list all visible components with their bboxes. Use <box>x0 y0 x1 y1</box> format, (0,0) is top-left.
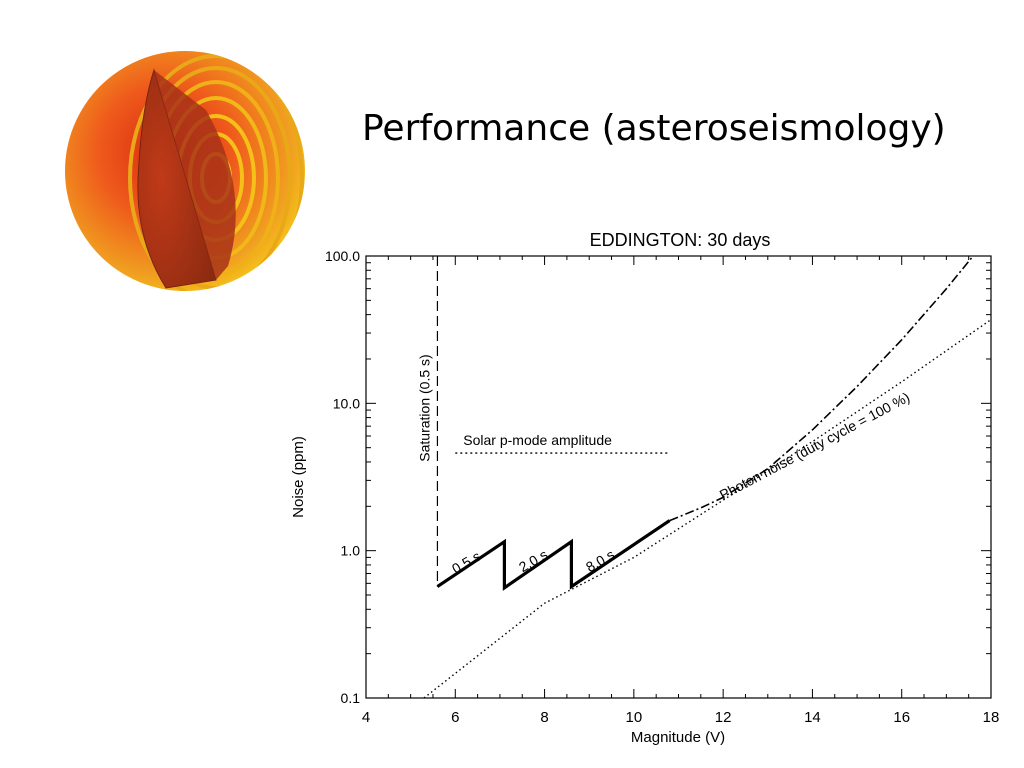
series-line-2 <box>669 255 974 522</box>
y-tick-label: 100.0 <box>325 248 360 264</box>
x-tick-label: 18 <box>983 709 1000 726</box>
x-tick-label: 16 <box>893 709 910 726</box>
x-tick-label: 6 <box>451 709 459 726</box>
x-tick-label: 4 <box>362 709 370 726</box>
y-tick-label: 10.0 <box>333 395 360 411</box>
series-line-1 <box>436 519 671 591</box>
exposure-time-label: 2.0 s <box>516 546 550 575</box>
x-tick-label: 12 <box>715 709 732 726</box>
x-tick-label: 10 <box>626 709 643 726</box>
exposure-time-label: 8.0 s <box>583 546 617 575</box>
slide-title: Performance (asteroseismology) <box>362 108 946 149</box>
y-tick-label: 1.0 <box>341 543 361 559</box>
y-tick-label: 0.1 <box>341 690 361 706</box>
x-tick-label: 8 <box>540 709 548 726</box>
y-axis-label: Noise (ppm) <box>290 436 307 518</box>
solar-p-mode-label: Solar p-mode amplitude <box>463 432 612 448</box>
series-line-3 <box>423 319 992 699</box>
x-tick-label: 14 <box>804 709 821 726</box>
exposure-time-label: 0.5 s <box>449 548 483 577</box>
plot-frame <box>365 255 992 699</box>
chart-title: EDDINGTON: 30 days <box>590 230 771 250</box>
photon-noise-label: Photon noise (duty cycle = 100 %) <box>717 389 912 503</box>
x-axis-label: Magnitude (V) <box>631 729 725 746</box>
star-oscillation-sphere-image <box>65 51 305 291</box>
saturation-label: Saturation (0.5 s) <box>416 354 432 461</box>
